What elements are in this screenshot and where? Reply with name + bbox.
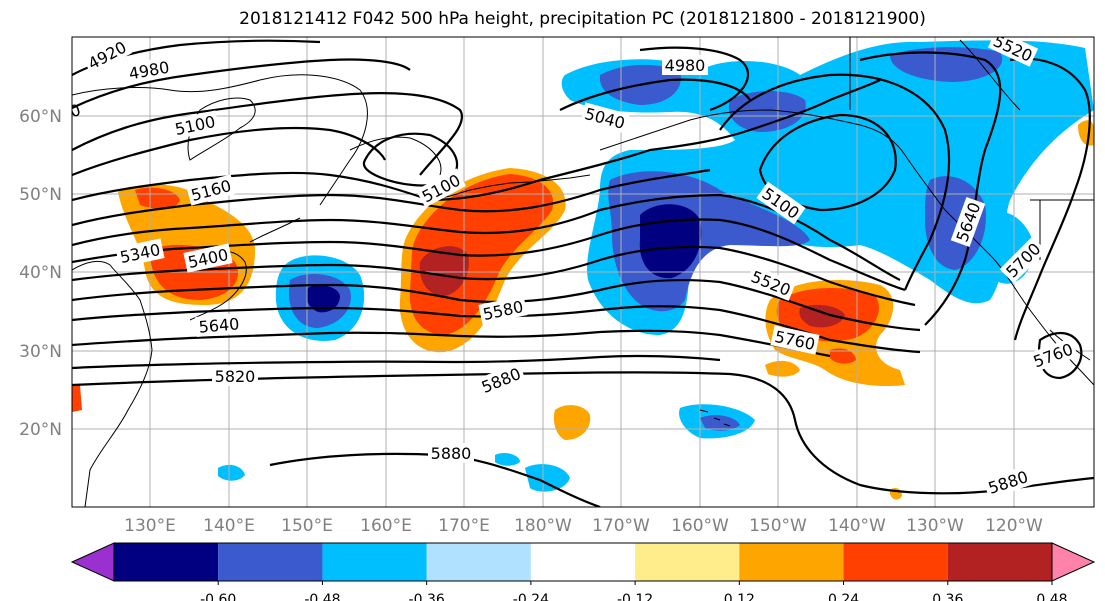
contour-line — [559, 78, 751, 111]
hawaii-islands — [699, 409, 731, 427]
contour-line — [72, 193, 901, 281]
lon-label: 140°E — [203, 516, 255, 536]
colorbar-extend-min — [70, 542, 115, 582]
contour-label: 4920 — [85, 37, 130, 73]
alaska-coastline — [599, 109, 1094, 386]
contour-line — [72, 92, 463, 176]
contour-label: 5640 — [198, 314, 240, 336]
contour-line — [72, 245, 916, 307]
lon-label: 140°W — [828, 516, 886, 536]
contour-line — [72, 354, 721, 370]
lon-label: 160°W — [671, 516, 729, 536]
colorbar-tick-label: 0.48 — [1036, 592, 1067, 601]
contour-label: 4980 — [665, 56, 706, 75]
precip-negative-center — [306, 285, 340, 313]
contour-line — [72, 371, 1094, 495]
precip-positive-center — [419, 246, 469, 296]
precip-positive-region — [72, 385, 82, 412]
asia-coastline — [72, 260, 153, 507]
colorbar-segment — [635, 543, 740, 581]
colorbar-segment — [322, 543, 427, 581]
lat-label: 30°N — [19, 342, 62, 362]
colorbar-segment — [426, 543, 531, 581]
precipitation-field — [72, 40, 1094, 500]
lon-label: 130°W — [906, 516, 964, 536]
chukotka-coastline — [349, 136, 442, 176]
colorbar-tick-label: -0.12 — [617, 592, 653, 601]
contour-line — [72, 329, 831, 358]
contour-label: 5880 — [986, 467, 1031, 498]
precip-positive-core — [830, 348, 856, 364]
precip-negative-core — [700, 415, 740, 431]
precip-positive-core — [135, 187, 180, 209]
colorbar-extend-max — [1051, 542, 1096, 582]
colorbar-tick-label: -0.60 — [200, 592, 236, 601]
colorbar-segment — [947, 543, 1052, 581]
colorbar-tick-label: -0.36 — [409, 592, 445, 601]
colorbar-segment — [530, 543, 636, 581]
contour-label: 5820 — [215, 367, 256, 386]
precip-positive-region — [1078, 120, 1094, 146]
contour-line — [719, 73, 951, 291]
map-title: 2018121412 F042 500 hPa height, precipit… — [239, 9, 926, 29]
contour-label: 5880 — [479, 364, 524, 397]
contour-label: 5760 — [1031, 340, 1076, 372]
colorbar-tick-label: 0.36 — [932, 592, 963, 601]
colorbar-tick-label: 0.12 — [724, 592, 755, 601]
contour-label-group: 4920 4980 5040 5100 5160 5340 5400 5640 … — [38, 37, 1079, 499]
lat-label: 20°N — [19, 420, 62, 440]
precip-negative-region — [218, 464, 245, 481]
lon-label: 150°E — [281, 516, 333, 536]
contour-label: 5880 — [431, 444, 472, 463]
lat-label: 50°N — [19, 185, 62, 205]
contour-line — [859, 51, 1002, 326]
lat-label: 40°N — [19, 263, 62, 283]
colorbar-tick-label: 0.24 — [828, 592, 859, 601]
colorbar-segment — [218, 543, 323, 581]
precip-positive-region — [553, 405, 591, 440]
lon-label: 170°E — [438, 516, 490, 536]
north-america-coastline — [849, 37, 1094, 361]
colorbar-segment — [843, 543, 948, 581]
lat-label: 60°N — [19, 107, 62, 127]
contour-line — [639, 46, 750, 112]
colorbar-segment — [739, 543, 844, 581]
aleutian-islands — [429, 174, 591, 201]
latitude-labels: 60°N 50°N 40°N 30°N 20°N — [19, 107, 62, 440]
colorbar-frame — [113, 542, 1053, 582]
contour-line — [1009, 57, 1091, 341]
lon-label: 120°W — [985, 516, 1043, 536]
height-contours — [72, 39, 1094, 507]
contour-label: 5040 — [38, 100, 83, 132]
lon-label: 170°W — [592, 516, 650, 536]
colorbar-tick-label: -0.24 — [513, 592, 549, 601]
colorbar-tick-label: -0.48 — [304, 592, 340, 601]
precip-positive-center — [799, 304, 845, 328]
precip-negative-region — [495, 452, 520, 466]
longitude-labels: 130°E 140°E 150°E 160°E 170°E 180°W 170°… — [124, 516, 1043, 536]
lon-label: 180°W — [514, 516, 572, 536]
lon-label: 130°E — [124, 516, 176, 536]
lon-label: 160°E — [360, 516, 412, 536]
siberia-coastline — [72, 74, 368, 206]
map-gridlines — [72, 37, 1094, 507]
colorbar-segment — [114, 543, 219, 581]
contour-line — [72, 58, 411, 109]
map-frame — [71, 36, 1095, 508]
precip-negative-region — [525, 464, 570, 492]
precip-positive-region — [765, 360, 800, 377]
colorbar: -0.60 -0.48 -0.36 -0.24 -0.12 0.12 0.24 0.36 0.4… — [70, 542, 1096, 601]
contour-line — [72, 218, 906, 292]
lon-label: 150°W — [749, 516, 807, 536]
contour-line — [72, 168, 711, 227]
contour-line — [72, 126, 386, 177]
